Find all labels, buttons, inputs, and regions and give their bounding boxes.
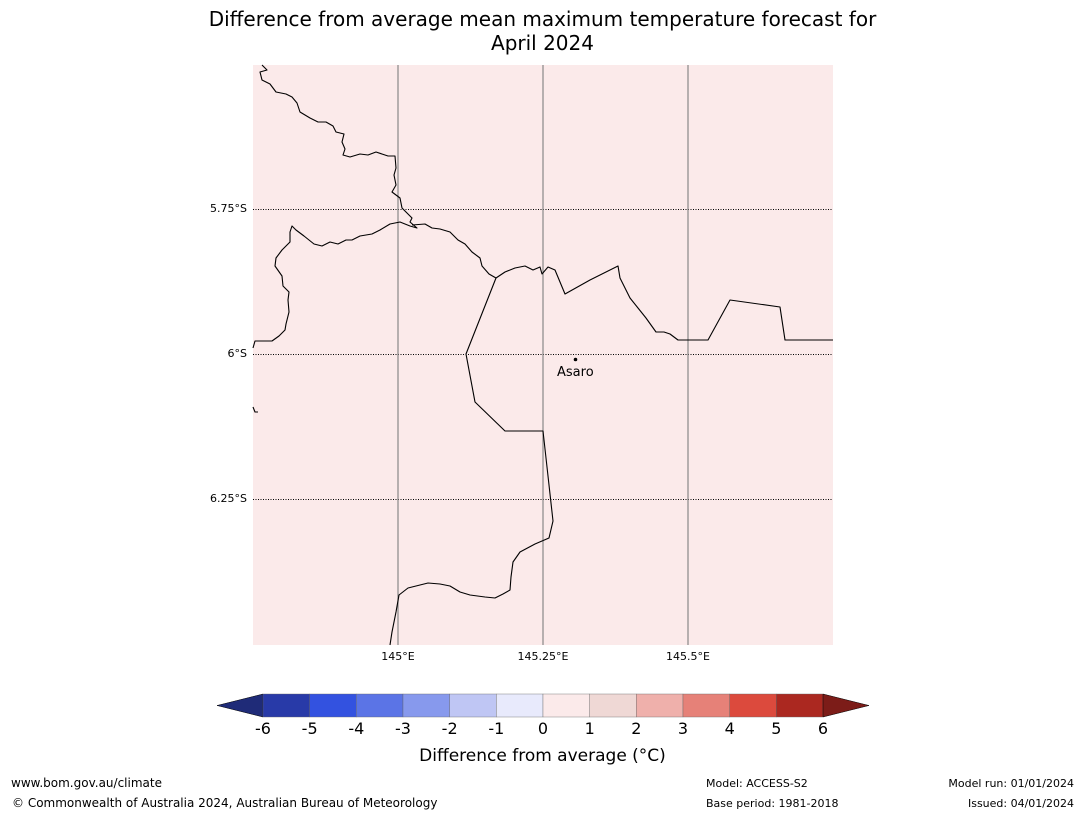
- colorbar-title: Difference from average (°C): [419, 746, 666, 766]
- chart-title: Difference from average mean maximum tem…: [0, 7, 1085, 55]
- asaro-location-dot: [573, 357, 578, 362]
- lon-label-145e: 145°E: [381, 650, 415, 663]
- colorbar-segment: [309, 693, 357, 718]
- colorbar-tick-label: 5: [771, 719, 782, 738]
- colorbar-tick-label: 2: [631, 719, 642, 738]
- colorbar-tick-label: 3: [677, 719, 689, 738]
- colorbar-segment: [776, 693, 824, 718]
- colorbar-tick-label: -4: [348, 719, 365, 738]
- colorbar-segment: [636, 693, 684, 718]
- lat-label-5-75s: 5.75°S: [210, 202, 247, 215]
- boundary-central: [411, 223, 833, 341]
- footer-website: www.bom.gov.au/climate: [11, 776, 162, 790]
- boundary-coast-fragment: [252, 406, 258, 413]
- place-label-asaro: Asaro: [557, 365, 594, 380]
- colorbar-tick-label: -1: [488, 719, 505, 738]
- title-line-1: Difference from average mean maximum tem…: [208, 7, 877, 31]
- footer-model: Model: ACCESS-S2: [706, 777, 808, 790]
- colorbar-segment: [262, 693, 310, 718]
- colorbar-tick-label: -6: [255, 719, 271, 738]
- colorbar-tick-label: 6: [817, 719, 829, 738]
- colorbar-segment: [402, 693, 450, 718]
- colorbar-under-triangle: [216, 693, 264, 718]
- colorbar-segment: [449, 693, 497, 718]
- colorbar-tick-label: 4: [724, 719, 735, 738]
- lat-label-6-25s: 6.25°S: [210, 492, 247, 505]
- footer-issued: Issued: 04/01/2024: [967, 797, 1074, 810]
- colorbar-segment: [682, 693, 730, 718]
- title-line-2: April 2024: [491, 31, 594, 55]
- footer-base-period: Base period: 1981-2018: [706, 797, 839, 810]
- colorbar-segment: [542, 693, 590, 718]
- footer-model-run: Model run: 01/01/2024: [948, 777, 1074, 790]
- colorbar-segment: [589, 693, 637, 718]
- boundary-north-west: [252, 64, 418, 349]
- colorbar-segment: [356, 693, 404, 718]
- colorbar: [216, 693, 870, 718]
- colorbar-tick-label: -3: [395, 719, 411, 738]
- colorbar-tick-label: -2: [441, 719, 458, 738]
- colorbar-over-triangle: [822, 693, 870, 718]
- colorbar-tick-label: -5: [301, 719, 318, 738]
- footer-copyright: © Commonwealth of Australia 2024, Austra…: [12, 796, 438, 810]
- colorbar-segment: [496, 693, 544, 718]
- province-boundaries: [252, 64, 833, 646]
- colorbar-segment: [729, 693, 777, 718]
- boundary-south: [389, 277, 554, 646]
- colorbar-tick-label: 0: [537, 719, 549, 738]
- colorbar-tick-label: 1: [584, 719, 595, 738]
- lon-label-145-25e: 145.25°E: [517, 650, 569, 663]
- lon-label-145-5e: 145.5°E: [666, 650, 710, 663]
- lat-label-6s: 6°S: [227, 347, 247, 360]
